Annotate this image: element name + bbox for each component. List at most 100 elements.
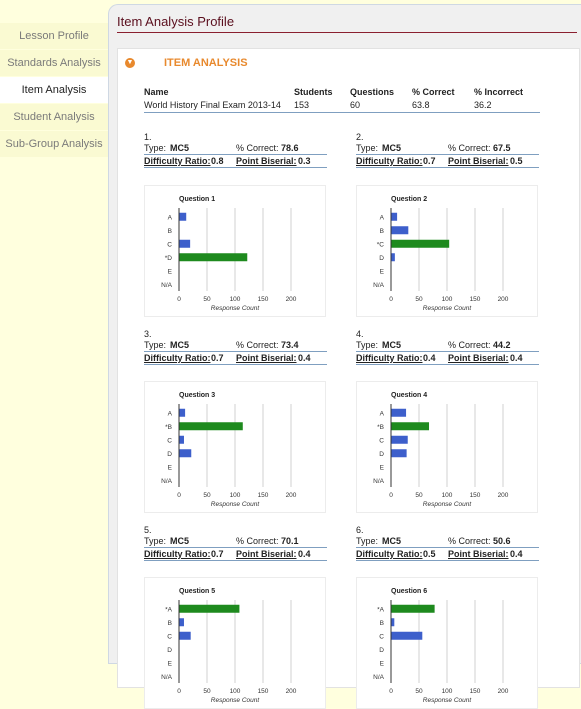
bar-a bbox=[391, 408, 407, 417]
chart-svg-question-3: Question 3 0 50 100 150 200 A *B CDE N/A Response … bbox=[161, 392, 297, 508]
question-number: 6. bbox=[356, 525, 364, 535]
type-value: MC5 bbox=[382, 143, 402, 153]
x-tick-label: 100 bbox=[442, 688, 453, 695]
type-label: Type: bbox=[356, 536, 379, 546]
section-header[interactable]: ▼ ITEM ANALYSIS bbox=[118, 49, 579, 77]
type-value: MC5 bbox=[382, 340, 402, 350]
point-biserial-value: 0.5 bbox=[510, 156, 523, 166]
bar-b bbox=[391, 422, 430, 431]
type-label: Type: bbox=[356, 143, 379, 153]
category-label: D bbox=[167, 647, 172, 654]
chart-svg-question-4: Question 4 0 50 100 150 200 A *B CDE N/A Response … bbox=[373, 392, 509, 508]
type-value: MC5 bbox=[170, 536, 190, 546]
bar-d bbox=[179, 449, 192, 458]
cell-pct-correct: 63.8 bbox=[412, 100, 430, 110]
nav-item-item-analysis[interactable]: Item Analysis bbox=[0, 77, 108, 104]
bar-a bbox=[179, 604, 240, 613]
category-label: D bbox=[379, 647, 384, 654]
category-label: *B bbox=[377, 424, 384, 431]
question-stats-line: Difficulty Ratio: 0.7 Point Biserial: 0.… bbox=[356, 156, 539, 168]
x-tick-label: 150 bbox=[258, 296, 269, 303]
category-label: N/A bbox=[161, 282, 173, 289]
category-label: A bbox=[168, 410, 173, 417]
type-label: Type: bbox=[356, 340, 379, 350]
type-value: MC5 bbox=[382, 536, 402, 546]
x-tick-label: 0 bbox=[389, 688, 393, 695]
x-tick-label: 0 bbox=[389, 296, 393, 303]
bar-d bbox=[391, 253, 395, 262]
difficulty-ratio-label: Difficulty Ratio: bbox=[356, 156, 423, 166]
pct-correct-label: % Correct: bbox=[236, 536, 279, 546]
nav-item-student-analysis[interactable]: Student Analysis bbox=[0, 104, 108, 131]
bar-b bbox=[391, 618, 395, 627]
point-biserial-value: 0.4 bbox=[510, 353, 523, 363]
pct-correct-value: 44.2 bbox=[493, 340, 511, 350]
question-type-line: Type: MC5 % Correct: 70.1 bbox=[144, 536, 327, 548]
x-axis-label: Response Count bbox=[423, 501, 473, 508]
category-label: A bbox=[380, 214, 385, 221]
x-tick-label: 50 bbox=[203, 492, 211, 499]
col-header-name: Name bbox=[144, 87, 169, 97]
x-tick-label: 150 bbox=[470, 688, 481, 695]
difficulty-ratio-label: Difficulty Ratio: bbox=[144, 353, 211, 363]
x-tick-label: 100 bbox=[442, 492, 453, 499]
question-stats-line: Difficulty Ratio: 0.7 Point Biserial: 0.… bbox=[144, 549, 327, 561]
cell-pct-incorrect: 36.2 bbox=[474, 100, 492, 110]
question-number: 2. bbox=[356, 132, 364, 142]
nav-item-sub-group-analysis[interactable]: Sub-Group Analysis bbox=[0, 131, 108, 158]
point-biserial-label: Point Biserial: bbox=[236, 156, 297, 166]
type-label: Type: bbox=[144, 143, 167, 153]
bar-b bbox=[179, 618, 184, 627]
bar-c bbox=[179, 239, 191, 248]
difficulty-ratio-label: Difficulty Ratio: bbox=[144, 549, 211, 559]
category-label: *A bbox=[377, 606, 385, 613]
x-tick-label: 100 bbox=[230, 688, 241, 695]
difficulty-ratio-value: 0.8 bbox=[211, 156, 224, 166]
category-label: E bbox=[380, 268, 385, 275]
x-tick-label: 200 bbox=[498, 688, 509, 695]
nav-item-standards-analysis[interactable]: Standards Analysis bbox=[0, 50, 108, 77]
x-tick-label: 200 bbox=[286, 688, 297, 695]
chart-question-1: Question 1 0 50 100 150 200 A B C *D E N/A Response … bbox=[144, 185, 326, 317]
bar-d bbox=[179, 253, 248, 262]
section-title: ITEM ANALYSIS bbox=[164, 57, 248, 69]
chart-question-3: Question 3 0 50 100 150 200 A *B C D E N/A Response … bbox=[144, 381, 326, 513]
pct-correct-value: 70.1 bbox=[281, 536, 299, 546]
x-tick-label: 200 bbox=[498, 296, 509, 303]
chart-svg-question-1: Question 1 0 50 100 150 200 ABC *D E N/A Response … bbox=[161, 196, 297, 312]
category-label: C bbox=[379, 633, 384, 640]
bar-a bbox=[391, 604, 435, 613]
x-tick-label: 50 bbox=[203, 688, 211, 695]
category-label: B bbox=[168, 620, 172, 627]
chart-svg-question-2: Question 2 0 50 100 150 200 AB *C DE N/A Response … bbox=[373, 196, 509, 312]
category-label: *C bbox=[377, 241, 385, 248]
x-tick-label: 150 bbox=[258, 688, 269, 695]
nav-item-lesson-profile[interactable]: Lesson Profile bbox=[0, 23, 108, 50]
pct-correct-label: % Correct: bbox=[236, 340, 279, 350]
bar-c bbox=[391, 631, 423, 640]
category-label: B bbox=[380, 620, 384, 627]
question-stats-line: Difficulty Ratio: 0.7 Point Biserial: 0.… bbox=[144, 353, 327, 365]
chart-title: Question 3 bbox=[179, 392, 215, 399]
point-biserial-label: Point Biserial: bbox=[448, 156, 509, 166]
difficulty-ratio-label: Difficulty Ratio: bbox=[144, 156, 211, 166]
difficulty-ratio-label: Difficulty Ratio: bbox=[356, 353, 423, 363]
chart-title: Question 5 bbox=[179, 588, 215, 595]
bar-c bbox=[179, 435, 184, 444]
category-label: D bbox=[379, 451, 384, 458]
side-nav: Lesson Profile Standards Analysis Item A… bbox=[0, 23, 108, 158]
bar-b bbox=[391, 226, 409, 235]
page-title: Item Analysis Profile bbox=[117, 14, 235, 29]
category-label: N/A bbox=[161, 674, 173, 681]
point-biserial-value: 0.4 bbox=[298, 353, 311, 363]
collapse-chevron-icon[interactable]: ▼ bbox=[125, 58, 135, 68]
difficulty-ratio-value: 0.4 bbox=[423, 353, 436, 363]
point-biserial-value: 0.3 bbox=[298, 156, 311, 166]
summary-table: Name Students Questions % Correct % Inco… bbox=[144, 86, 540, 113]
question-number: 1. bbox=[144, 132, 152, 142]
category-label: D bbox=[167, 451, 172, 458]
x-tick-label: 0 bbox=[177, 296, 181, 303]
point-biserial-value: 0.4 bbox=[510, 549, 523, 559]
summary-header-row: Name Students Questions % Correct % Inco… bbox=[144, 86, 540, 99]
